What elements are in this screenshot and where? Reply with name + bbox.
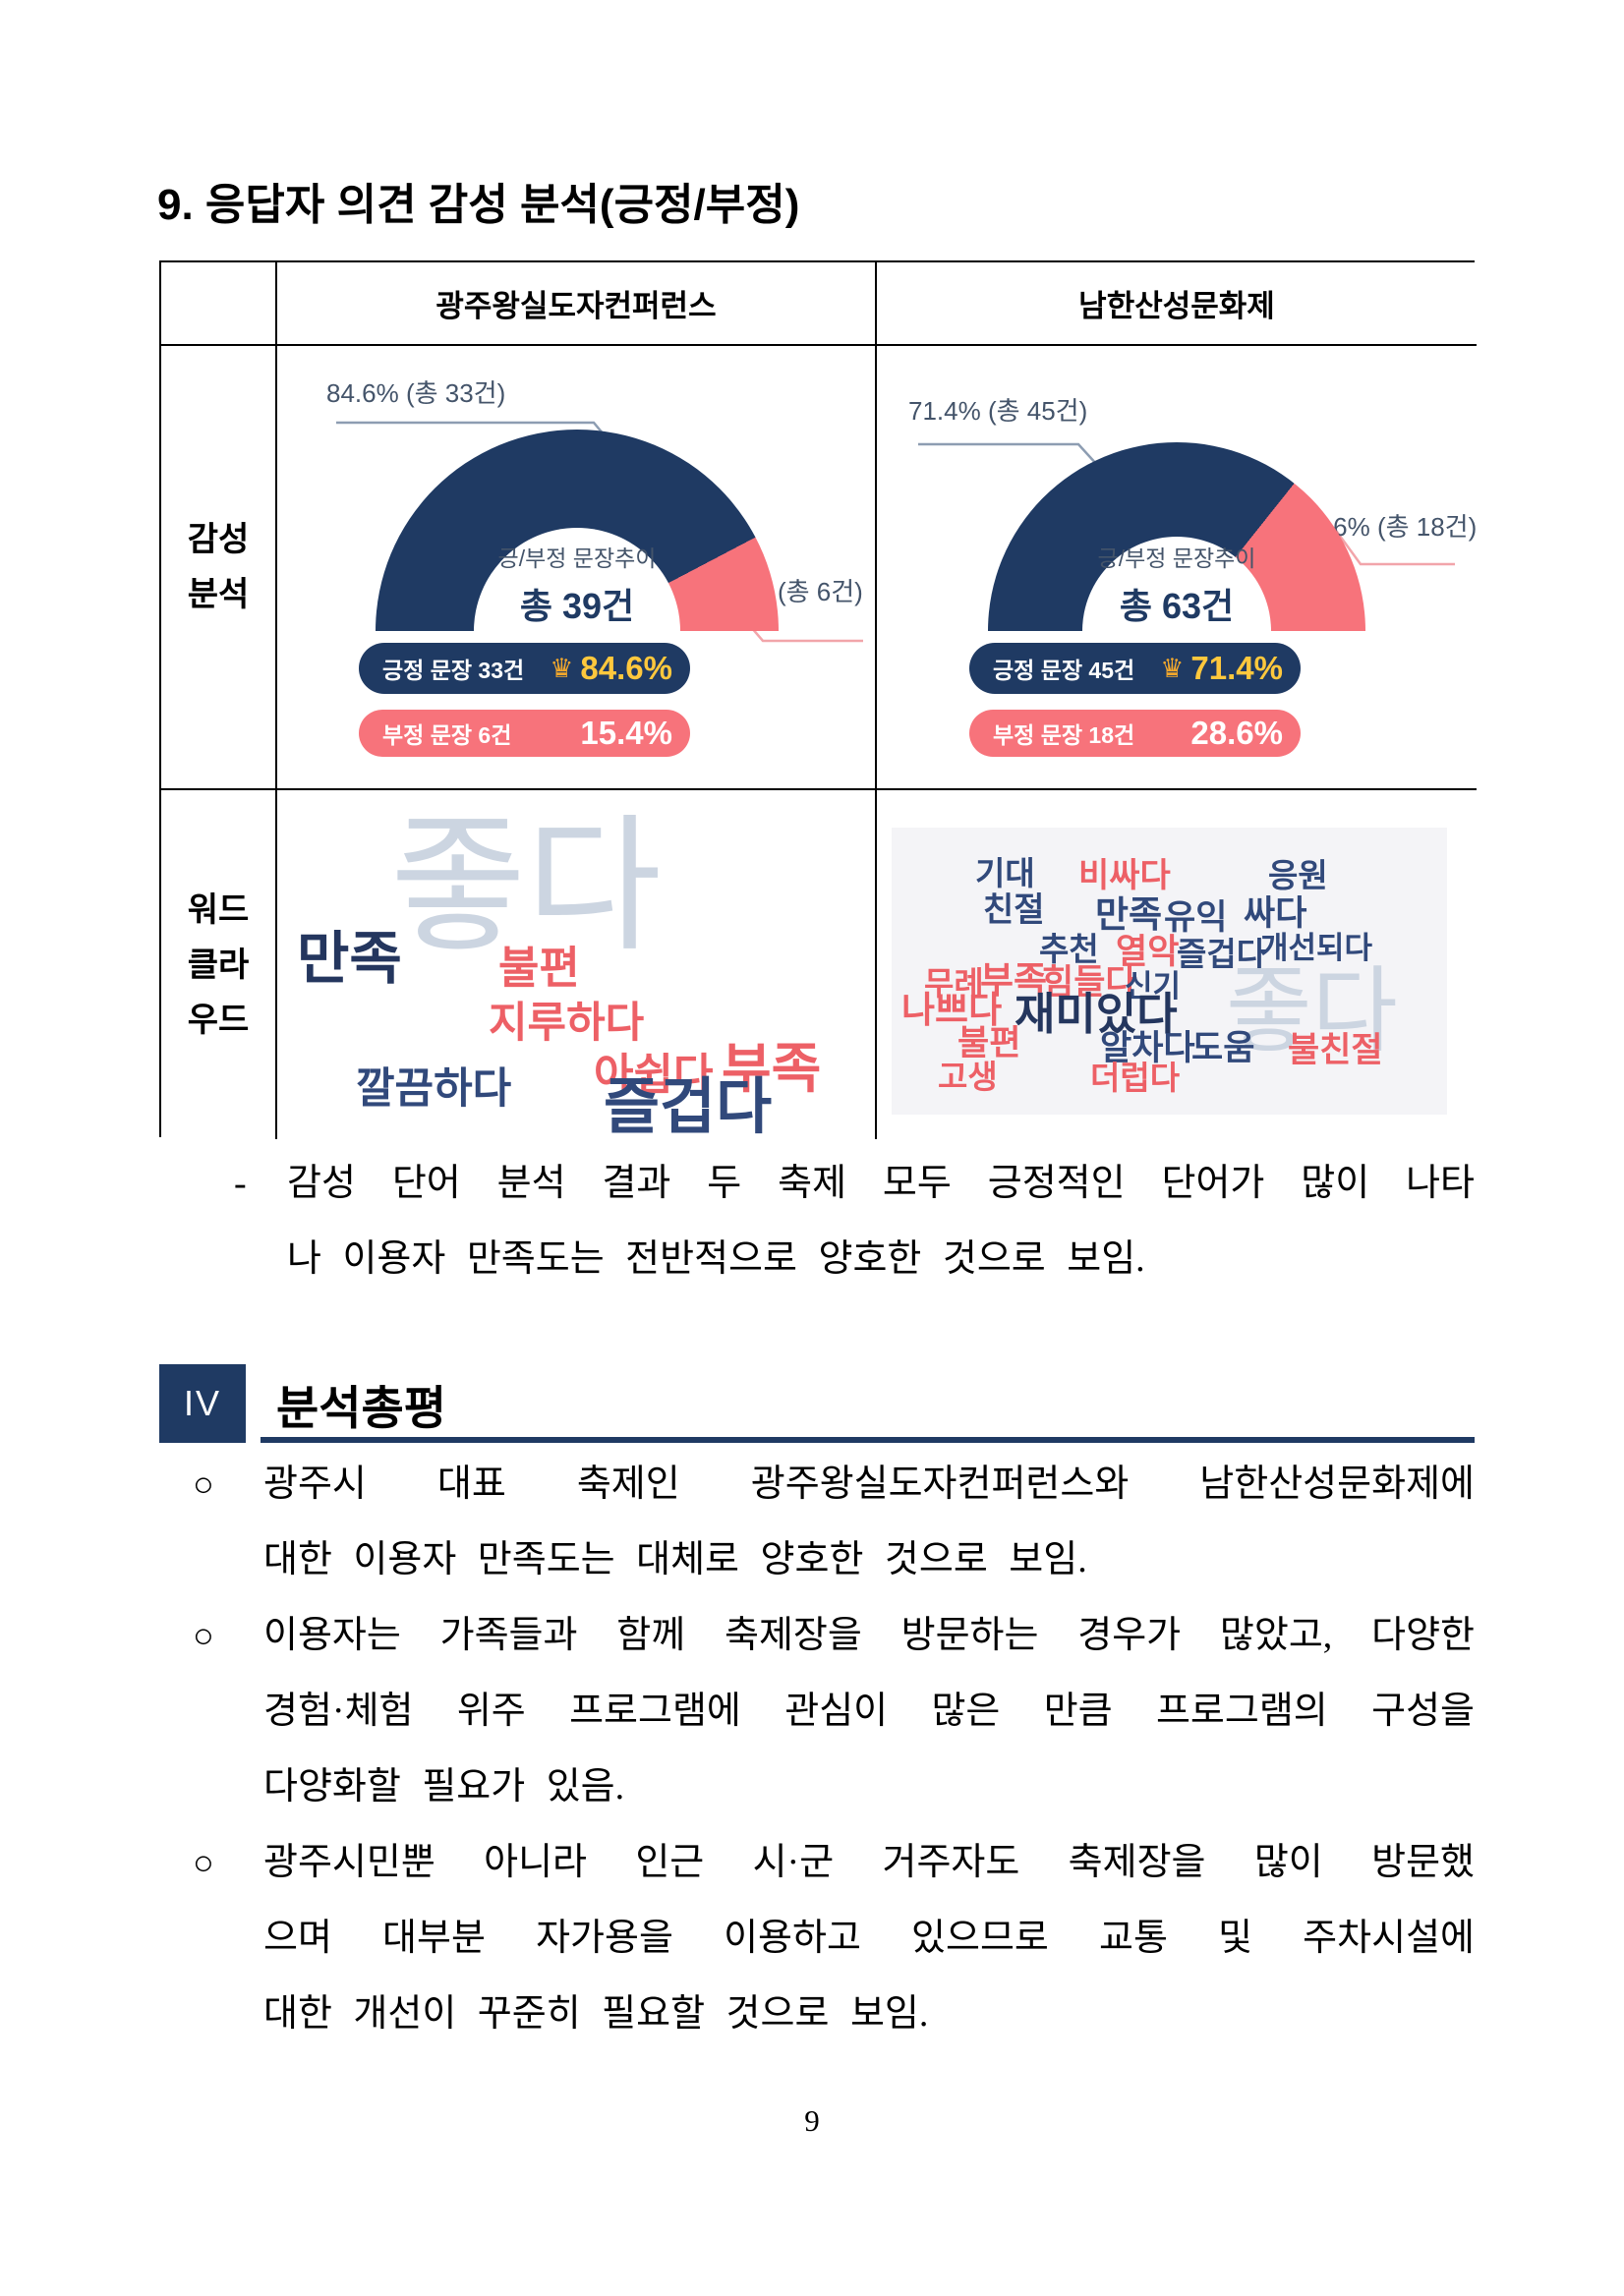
gauge-center-total: 총 39건: [519, 586, 635, 626]
table-header-festival-1: 광주왕실도자컨퍼런스: [277, 262, 877, 346]
wordcloud-word: 알차다: [1100, 1029, 1195, 1067]
negative-pill-value: 15.4%: [580, 715, 672, 751]
wordcloud-word: 고생: [938, 1059, 998, 1095]
wordcloud-word: 비싸다: [1078, 857, 1171, 894]
text-line: 클라: [187, 946, 250, 984]
bullet-marker: ○: [193, 1616, 214, 1655]
positive-pill: 긍정 문장 33건 ♛ 84.6%: [359, 643, 690, 694]
wordcloud-word: 나쁘다: [901, 990, 1003, 1030]
wordcloud-word: 불친절: [1288, 1031, 1383, 1069]
negative-pill: 부정 문장 6건 15.4%: [359, 710, 690, 757]
wordcloud-word: 좋다: [1226, 959, 1398, 1063]
negative-pill-label: 부정 문장 6건: [382, 722, 512, 748]
page-title: 9. 응답자 의견 감성 분석(긍정/부정): [157, 181, 800, 229]
wordcloud-word: 좋다: [390, 803, 663, 968]
wordcloud-word: 깔끔하다: [356, 1065, 512, 1113]
wordcloud-word: 신기: [1125, 969, 1182, 1004]
positive-pill-label: 긍정 문장 45건: [993, 658, 1135, 683]
text-line: 이용자는 가족들과 함께 축제장을 방문하는 경우가 많았고, 다양한: [263, 1615, 1475, 1656]
wordcloud-word: 개선되다: [1260, 931, 1373, 965]
bullet-marker: ○: [193, 1464, 214, 1504]
text-line: 대한 이용자 만족도는 대체로 양호한 것으로 보임.: [263, 1539, 1087, 1580]
text-line: 대한 개선이 꾸준히 필요할 것으로 보임.: [263, 1993, 929, 2035]
wordcloud-word: 불편: [957, 1024, 1021, 1062]
section-number-box: IV: [159, 1364, 246, 1443]
page-number: 9: [804, 2103, 820, 2138]
bullet-marker: ○: [193, 1843, 214, 1882]
wordcloud-background: [892, 828, 1447, 1115]
wordcloud-word: 응원: [1268, 857, 1328, 893]
positive-pill-value: 71.4%: [1190, 650, 1283, 686]
wordcloud-word: 열악: [1116, 933, 1180, 971]
text-line: 감성 단어 분석 결과 두 축제 모두 긍정적인 단어가 많이 나타: [287, 1163, 1475, 1204]
wordcloud-word: 싸다: [1244, 894, 1307, 933]
text-line: 다양화할 필요가 있음.: [263, 1766, 625, 1808]
wordcloud-word: 유익: [1164, 898, 1228, 937]
text-line: 나 이용자 만족도는 전반적으로 양호한 것으로 보임.: [287, 1238, 1145, 1280]
wordcloud-word: 기대: [975, 855, 1035, 891]
gauge-center-title: 긍/부정 문장추이: [1097, 545, 1256, 571]
text-line: 광주시 대표 축제인 광주왕실도자컨퍼런스와 남한산성문화제에: [263, 1464, 1475, 1505]
crown-icon: ♛: [1160, 653, 1185, 683]
crown-icon: ♛: [550, 653, 574, 683]
wordcloud-word: 즐겁다: [604, 1073, 773, 1139]
wordcloud-word: 무례: [924, 965, 984, 1002]
negative-pill: 부정 문장 18건 28.6%: [969, 710, 1301, 757]
text-line: 감성: [187, 521, 250, 558]
wordcloud-word: 친절: [983, 891, 1045, 929]
wordcloud-word: 즐겁다: [1177, 936, 1267, 972]
text-line: 으며 대부분 자가용을 이용하고 있으므로 교통 및 주차시설에: [263, 1918, 1475, 1959]
text-line: 분석: [187, 576, 250, 613]
wordcloud-word: 불편: [498, 943, 580, 993]
wordcloud-word: 부족: [722, 1038, 822, 1099]
section-underline: [261, 1437, 1475, 1443]
text-line: 경험·체험 위주 프로그램에 관심이 많은 만큼 프로그램의 구성을: [263, 1691, 1475, 1732]
wordcloud-word: 만족: [1095, 894, 1163, 935]
gauge-center-total: 총 63건: [1119, 586, 1235, 626]
positive-pill: 긍정 문장 45건 ♛ 71.4%: [969, 643, 1301, 694]
wordcloud-word: 재미있다: [1015, 989, 1178, 1039]
positive-pill-label: 긍정 문장 33건: [382, 658, 525, 683]
section-title: 분석총평: [276, 1382, 446, 1434]
wordcloud-word: 아쉽다: [594, 1051, 714, 1099]
table-corner-cell: [161, 262, 277, 346]
text-line: 우드: [187, 1001, 250, 1039]
text-line: 워드: [187, 890, 250, 929]
wordcloud-word: 추천: [1039, 931, 1099, 967]
gauge-center-title: 긍/부정 문장추이: [497, 545, 657, 571]
text-line: 광주시민뿐 아니라 인근 시·군 거주자도 축제장을 많이 방문했: [263, 1842, 1475, 1883]
table-header-festival-2: 남한산성문화제: [877, 262, 1477, 346]
wordcloud-word: 도움: [1191, 1029, 1255, 1067]
positive-pill-value: 84.6%: [580, 650, 672, 686]
gauge-center: 긍/부정 문장추이 총 63건: [1082, 537, 1271, 631]
negative-pill-label: 부정 문장 18건: [993, 722, 1135, 748]
wordcloud-word: 더럽다: [1090, 1060, 1181, 1096]
wordcloud-word: 부족: [980, 960, 1048, 1001]
gauge-center: 긍/부정 문장추이 총 39건: [474, 528, 680, 631]
positive-annotation: 71.4% (총 45건): [908, 396, 1088, 426]
gauge-chart-left: 84.6% (총 33건) 15.4% (총 6건) 긍/부정 문장추이 총 3…: [277, 346, 877, 790]
positive-annotation: 84.6% (총 33건): [326, 378, 506, 408]
negative-pill-value: 28.6%: [1190, 715, 1283, 751]
wordcloud-word: 만족: [297, 927, 402, 991]
gauge-chart-right: 71.4% (총 45건) 28.6% (총 18건) 긍/부정 문장추이 총 …: [877, 346, 1477, 790]
wordcloud-word: 힘들다: [1042, 963, 1137, 1002]
wordcloud-word: 지루하다: [489, 1000, 645, 1047]
note-dash-marker: -: [234, 1163, 247, 1204]
